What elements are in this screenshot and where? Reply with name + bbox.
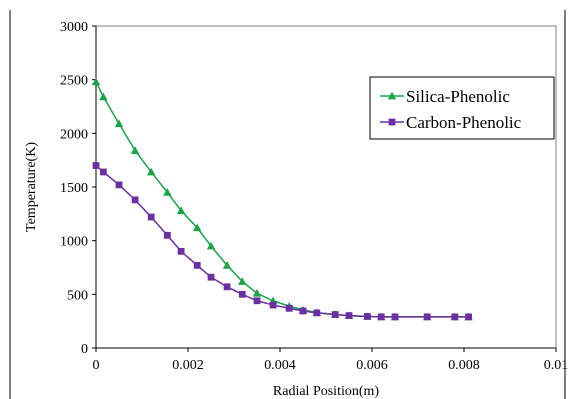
data-point <box>238 277 247 285</box>
x-tick-label: 0.004 <box>264 358 296 373</box>
data-point <box>252 289 262 297</box>
data-point <box>163 231 171 239</box>
data-point <box>131 196 139 204</box>
data-point <box>331 311 339 318</box>
data-point <box>91 77 101 86</box>
data-point <box>147 213 155 221</box>
data-point <box>451 313 459 321</box>
axes: 0 500 1000 1500 2000 2500 3000 0 0.002 0.004 0.006… <box>60 20 568 373</box>
x-tick-label: 0.002 <box>172 358 204 373</box>
y-axis-label: Temperature(K) <box>24 142 39 232</box>
data-point <box>465 313 472 321</box>
data-point <box>92 162 100 169</box>
y-tick-label: 500 <box>67 288 88 303</box>
legend-item: Silica-Phenolic <box>380 87 510 106</box>
series-2 <box>92 162 472 321</box>
legend-marker <box>387 91 397 100</box>
data-point <box>423 313 431 321</box>
x-axis-label: Radial Position(m) <box>273 384 380 399</box>
legend-item: Carbon-Phenolic <box>380 113 522 132</box>
data-point <box>130 146 140 154</box>
legend-label: Carbon-Phenolic <box>406 113 522 132</box>
data-point <box>313 309 321 317</box>
data-point <box>176 206 186 214</box>
data-point <box>163 188 172 196</box>
legend-marker <box>388 118 396 126</box>
data-point <box>207 273 215 281</box>
y-tick-label: 2000 <box>60 127 88 142</box>
y-tick-label: 3000 <box>60 20 88 35</box>
data-point <box>206 241 216 250</box>
data-point <box>114 119 124 128</box>
data-point <box>269 301 277 309</box>
y-tick-label: 2500 <box>60 74 88 89</box>
data-point <box>193 223 202 232</box>
legend: Silica-Phenolic Carbon-Phenolic <box>369 76 555 140</box>
data-point <box>222 261 232 269</box>
data-point <box>177 248 185 255</box>
y-tick-label: 0 <box>81 342 88 357</box>
x-tick-label: 0.008 <box>448 358 480 373</box>
y-tick-label: 1000 <box>60 235 88 250</box>
data-point <box>299 307 307 315</box>
data-point <box>391 313 399 321</box>
data-point <box>147 167 156 176</box>
data-point <box>115 181 123 189</box>
x-tick-label: 0 <box>93 358 100 373</box>
data-point <box>285 304 293 312</box>
data-point <box>345 312 353 319</box>
legend-label: Silica-Phenolic <box>406 87 510 106</box>
y-tick-label: 1500 <box>60 181 88 196</box>
data-point <box>253 297 261 305</box>
x-tick-label: 0.006 <box>356 358 388 373</box>
data-point <box>238 290 246 298</box>
data-point <box>99 168 107 176</box>
x-tick-label: 0.01 <box>544 358 569 373</box>
data-point <box>223 283 231 291</box>
legend-box <box>369 76 555 140</box>
data-point <box>364 313 371 320</box>
data-point <box>99 92 108 101</box>
data-point <box>377 313 385 321</box>
data-point <box>193 261 201 269</box>
series-layer <box>91 77 473 321</box>
